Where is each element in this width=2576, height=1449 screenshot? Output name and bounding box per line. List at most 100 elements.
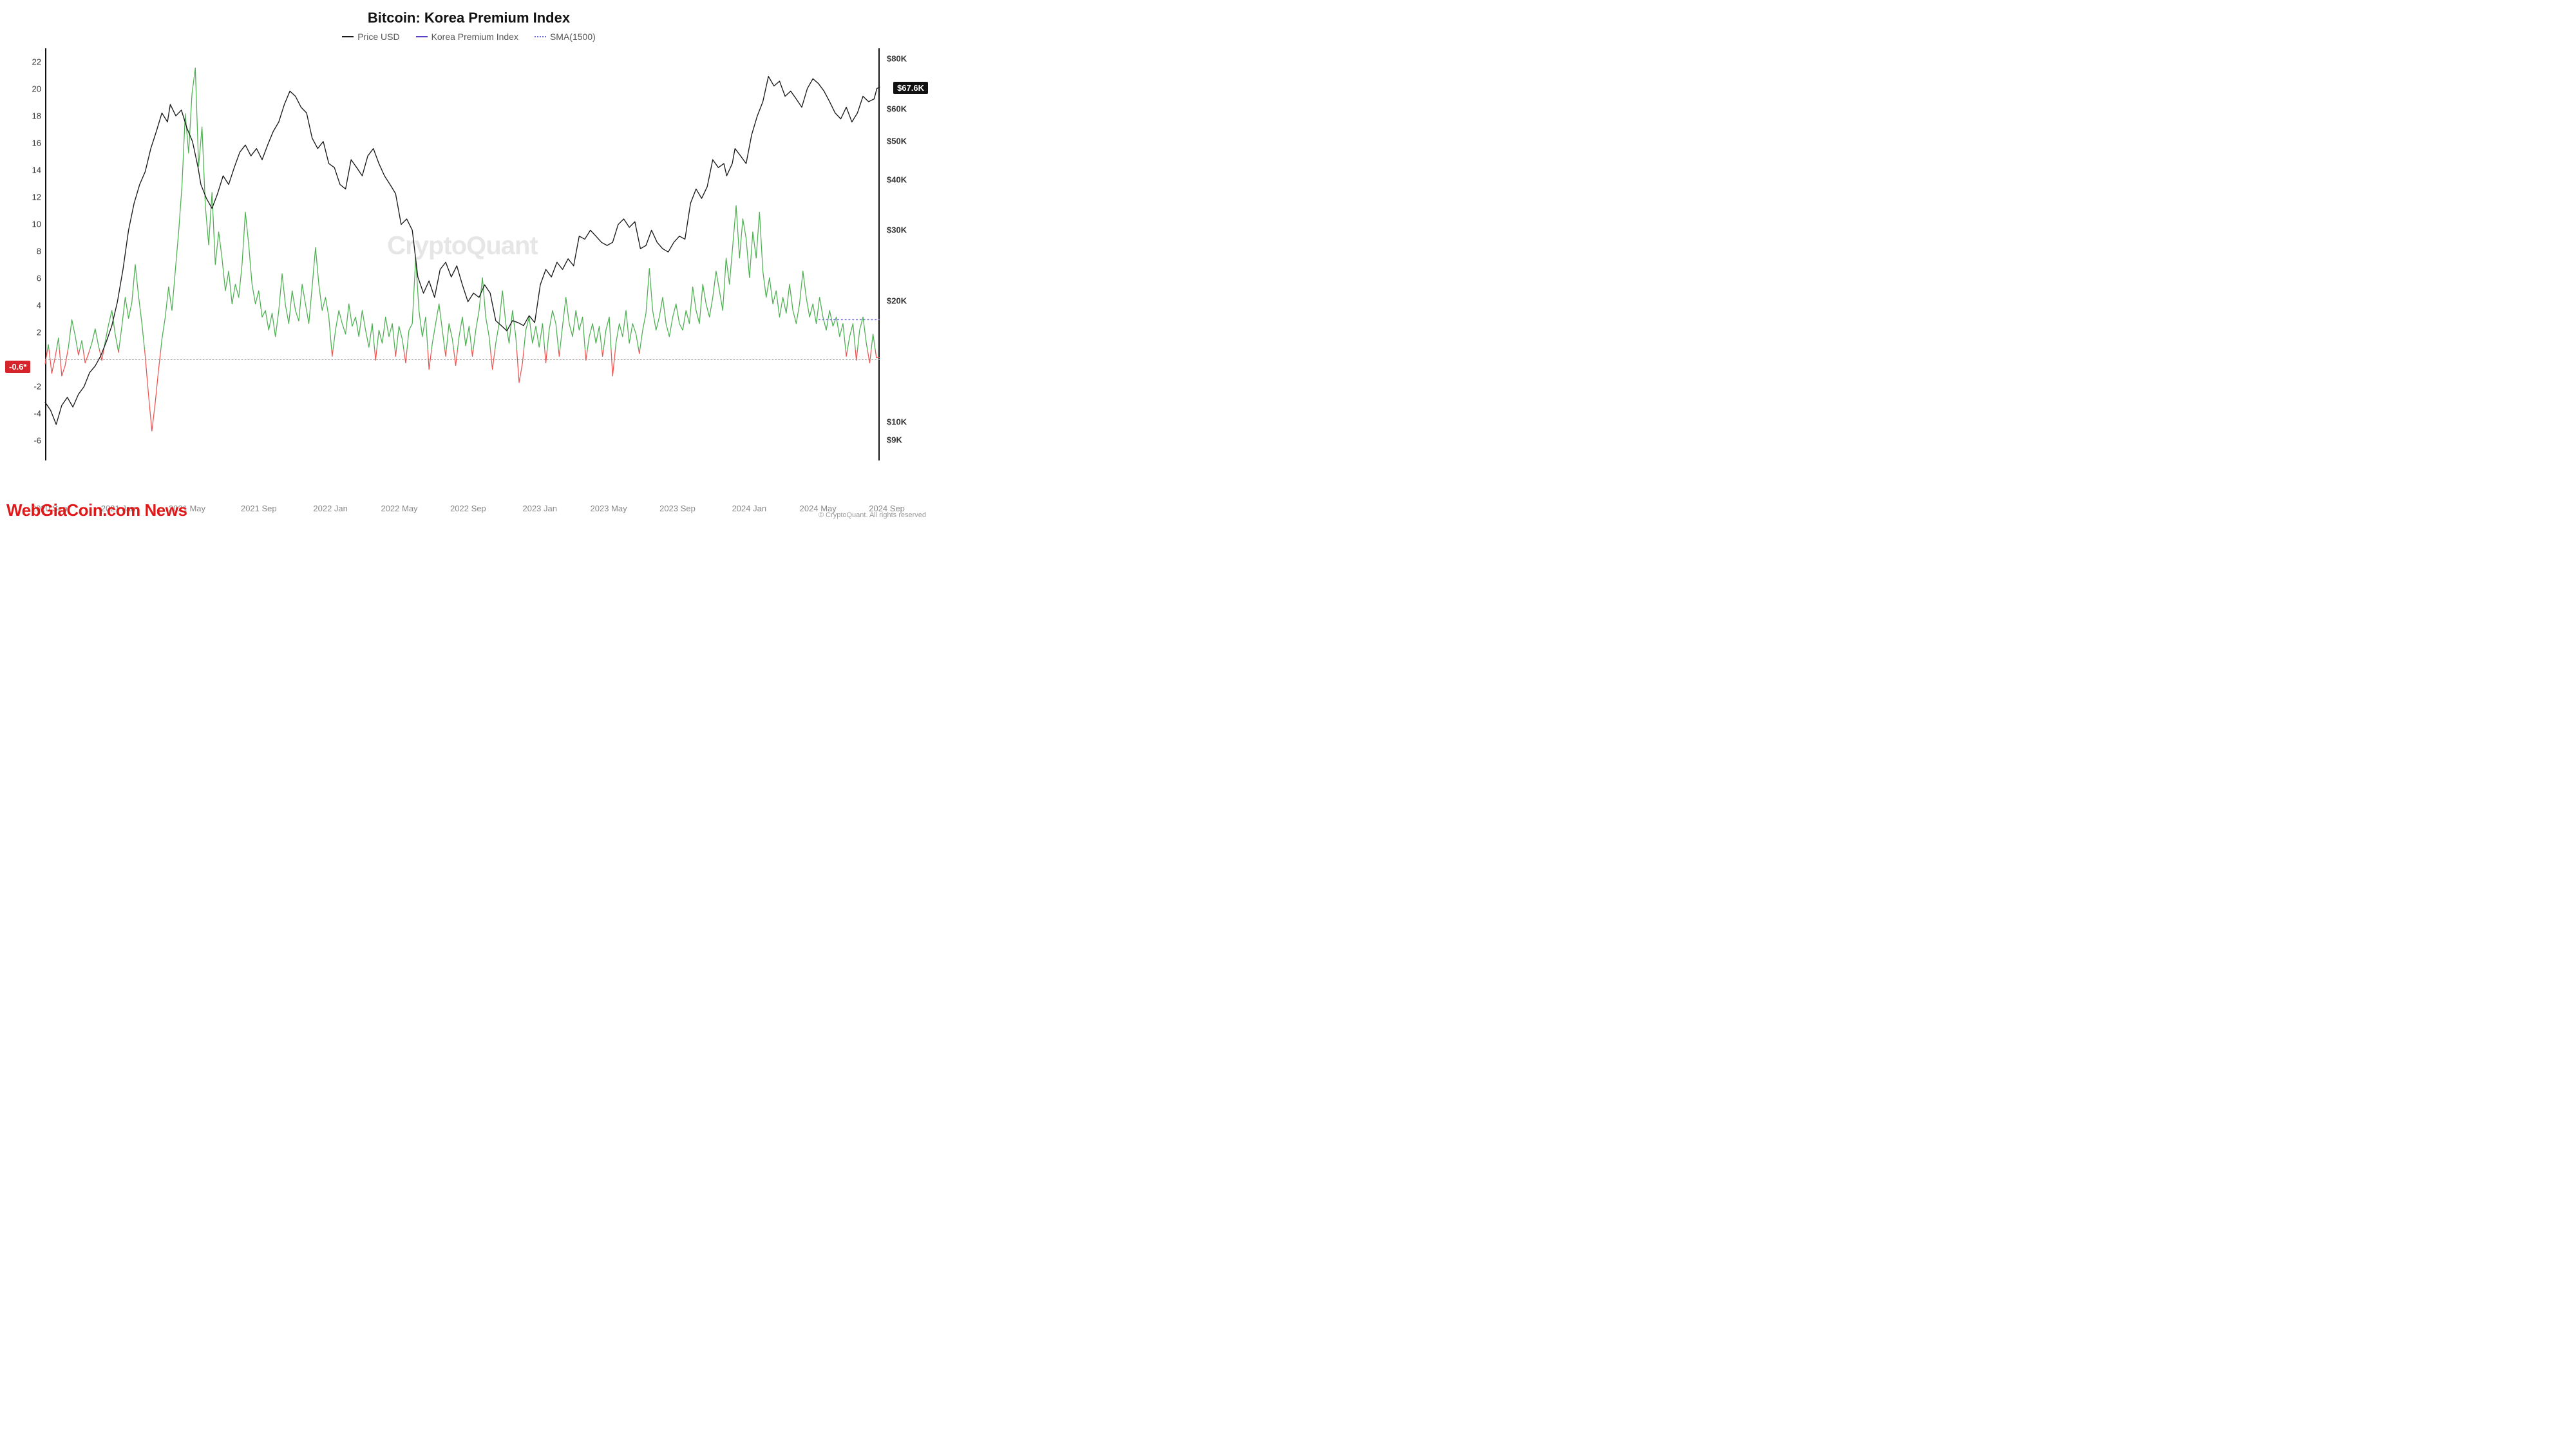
current-price-badge: $67.6K	[893, 82, 928, 94]
premium-line-segment	[396, 327, 404, 350]
premium-line-segment	[602, 350, 603, 356]
y-left-tick: -6	[33, 435, 41, 445]
price-line	[45, 77, 880, 424]
premium-line-segment	[404, 350, 407, 363]
premium-line-segment	[428, 350, 431, 370]
premium-line-segment	[83, 350, 90, 363]
premium-line-segment	[99, 350, 104, 360]
x-tick: 2022 May	[381, 504, 417, 513]
y-axis-right: $9K $10K $20K $30K $40K $50K $60K $80K	[883, 48, 922, 460]
x-tick: 2022 Sep	[450, 504, 486, 513]
premium-line-segment	[45, 350, 48, 364]
y-left-tick: 12	[32, 192, 41, 202]
premium-line-segment	[587, 323, 602, 350]
legend-label-premium: Korea Premium Index	[431, 32, 518, 42]
y-right-tick: $20K	[887, 296, 907, 305]
legend-item-sma: SMA(1500)	[535, 32, 596, 42]
premium-line-segment	[473, 278, 491, 350]
premium-line-segment	[332, 350, 333, 356]
premium-line-segment	[871, 334, 875, 350]
premium-line-segment	[68, 319, 78, 350]
premium-line-segment	[848, 323, 855, 350]
x-tick: 2023 May	[591, 504, 627, 513]
premium-line-segment	[59, 350, 68, 376]
y-right-tick: $9K	[887, 435, 902, 445]
premium-line-segment	[471, 350, 473, 356]
premium-line-segment	[90, 329, 99, 350]
premium-line-segment	[558, 350, 560, 356]
legend-label-sma: SMA(1500)	[550, 32, 596, 42]
y-right-tick: $10K	[887, 417, 907, 426]
y-left-tick: -4	[33, 408, 41, 418]
x-tick: 2021 Sep	[241, 504, 277, 513]
premium-line-segment	[80, 341, 83, 350]
legend-label-price: Price USD	[357, 32, 399, 42]
premium-line-segment	[377, 317, 395, 350]
premium-line-segment	[585, 350, 587, 360]
premium-line-segment	[161, 68, 332, 350]
y-right-tick: $80K	[887, 54, 907, 64]
premium-line-segment	[395, 350, 396, 356]
premium-line-segment	[454, 350, 458, 365]
y-axis-left: -6-4-2246810121416182022	[19, 48, 44, 460]
premium-line-segment	[457, 317, 471, 350]
y-left-tick: 16	[32, 138, 41, 147]
premium-line-segment	[119, 265, 145, 350]
y-left-tick: 18	[32, 111, 41, 120]
premium-line-segment	[333, 304, 375, 350]
premium-line-segment	[640, 205, 846, 350]
premium-line-segment	[48, 345, 49, 350]
y-left-tick: 6	[37, 273, 41, 283]
premium-line-segment	[145, 350, 161, 431]
premium-line-segment	[858, 317, 867, 350]
legend-swatch-price	[342, 36, 354, 37]
y-left-tick: 10	[32, 219, 41, 229]
legend-swatch-sma	[535, 36, 546, 37]
y-left-tick: -2	[33, 381, 41, 391]
y-left-tick: 2	[37, 327, 41, 337]
premium-line-segment	[516, 350, 524, 383]
plot-area[interactable]: -6-4-2246810121416182022 $9K$10K$20K$30K…	[45, 48, 880, 460]
y-left-tick: 4	[37, 300, 41, 310]
premium-line-segment	[547, 310, 559, 350]
premium-line-segment	[375, 350, 377, 360]
premium-line-segment	[495, 291, 517, 350]
y-right-tick: $30K	[887, 225, 907, 235]
source-brand: WebGiaCoin.com News	[6, 500, 187, 520]
premium-line-segment	[603, 317, 611, 350]
premium-line-segment	[611, 350, 615, 376]
legend: Price USD Korea Premium Index SMA(1500)	[13, 32, 925, 42]
premium-line-segment	[560, 298, 585, 350]
y-left-tick: 22	[32, 57, 41, 66]
y-right-tick: $50K	[887, 136, 907, 146]
premium-line-segment	[875, 350, 880, 357]
y-right-tick: $60K	[887, 104, 907, 114]
premium-line-segment	[491, 350, 495, 370]
premium-line-segment	[846, 350, 848, 356]
x-tick: 2022 Jan	[313, 504, 348, 513]
legend-item-price: Price USD	[342, 32, 399, 42]
chart-title: Bitcoin: Korea Premium Index	[13, 10, 925, 26]
premium-line-segment	[615, 310, 638, 350]
y-left-tick: 14	[32, 165, 41, 175]
current-premium-badge: -0.6*	[5, 361, 30, 373]
premium-line-segment	[867, 350, 871, 363]
x-tick: 2024 Jan	[732, 504, 767, 513]
premium-line-segment	[855, 350, 857, 360]
premium-line-segment	[431, 304, 445, 350]
premium-line-segment	[445, 350, 446, 356]
premium-line-segment	[545, 350, 547, 363]
x-tick: 2023 Sep	[659, 504, 696, 513]
y-left-tick: 8	[37, 246, 41, 256]
legend-item-premium: Korea Premium Index	[416, 32, 518, 42]
copyright: © CryptoQuant. All rights reserved	[819, 511, 926, 519]
premium-line-segment	[49, 350, 57, 374]
plot-svg	[45, 48, 880, 448]
y-right-tick: $40K	[887, 175, 907, 185]
legend-swatch-premium	[416, 36, 428, 37]
premium-line-segment	[639, 350, 640, 354]
premium-line-segment	[446, 323, 453, 350]
premium-line-segment	[77, 350, 79, 355]
chart-container: Bitcoin: Korea Premium Index Price USD K…	[0, 0, 938, 526]
x-tick: 2023 Jan	[522, 504, 557, 513]
